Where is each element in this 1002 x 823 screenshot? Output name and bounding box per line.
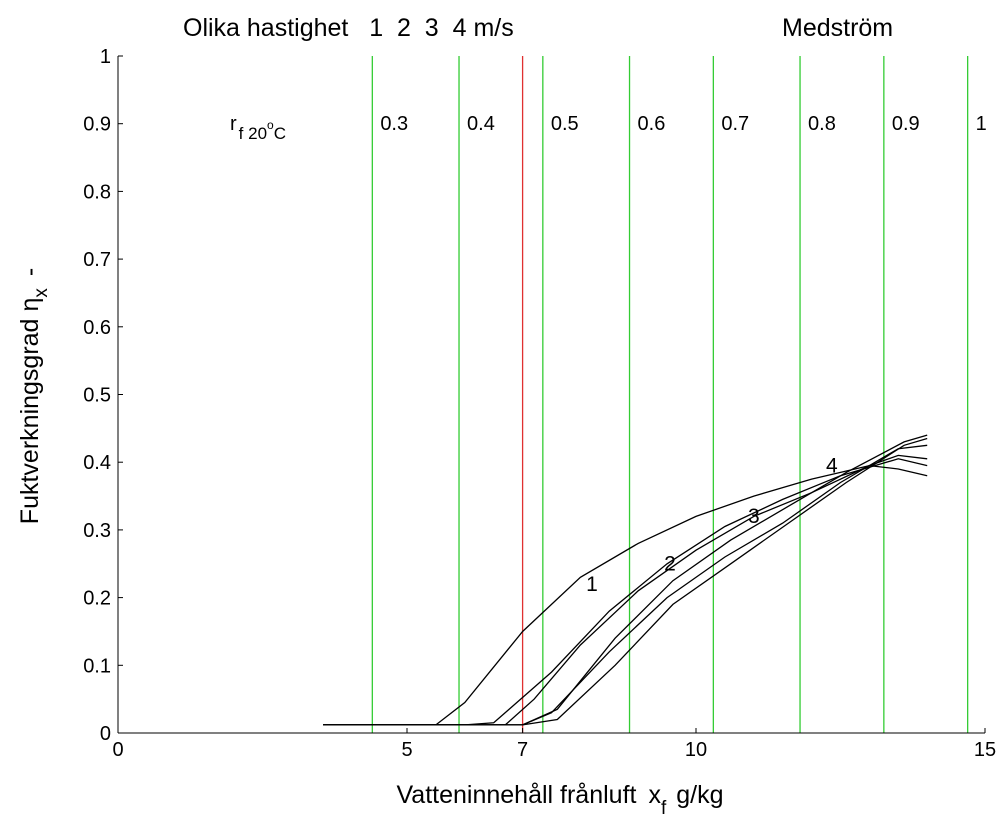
y-tick-label: 0.3 <box>83 520 111 542</box>
plot-area: 0.3 0.4 0.5 0.6 0.7 0.8 0.9 100.10.20.30.40.50.… <box>83 46 996 761</box>
series-line <box>323 434 928 726</box>
chart-title-left: Olika hastighet 1 2 3 4 m/s <box>183 14 514 42</box>
y-tick-label: 0.7 <box>83 249 111 271</box>
x-axis-label-text: Vatteninnehåll frånluft <box>396 781 636 809</box>
x-axis-symbol: x <box>648 781 661 809</box>
y-axis-unit: - <box>16 268 44 276</box>
y-axis-symbol: η <box>16 298 44 312</box>
rf-line-label: 1 <box>976 113 987 135</box>
rf-line-label: 0.8 <box>808 113 836 135</box>
y-tick-label: 1 <box>100 46 111 68</box>
rf-sup: o <box>267 118 274 132</box>
series-label: 3 <box>748 505 760 528</box>
rf-line-label: 0.4 <box>467 113 495 135</box>
y-axis-subscript: x <box>31 288 52 298</box>
chart-title-right: Medström <box>782 14 893 42</box>
x-tick-label: 0 <box>112 739 123 761</box>
series-line <box>323 444 928 726</box>
x-tick-label: 7 <box>517 739 528 761</box>
y-tick-label: 0.9 <box>83 114 111 136</box>
x-tick-label: 10 <box>685 739 707 761</box>
rf-line-label: 0.7 <box>721 113 749 135</box>
y-tick-label: 0 <box>100 723 111 745</box>
y-tick-label: 0.6 <box>83 317 111 339</box>
y-tick-label: 0.5 <box>83 385 111 407</box>
y-tick-label: 0.1 <box>83 655 111 677</box>
y-axis-label: Fuktverkningsgrad ηx - <box>16 268 52 524</box>
x-tick-label: 15 <box>974 739 996 761</box>
y-tick-label: 0.8 <box>83 181 111 203</box>
series-label: 1 <box>586 573 598 596</box>
y-axis-label-text: Fuktverkningsgrad <box>16 319 44 525</box>
rf-line-label: 0.6 <box>638 113 666 135</box>
rf-r: r <box>230 113 237 135</box>
x-axis-unit: g/kg <box>676 781 723 809</box>
x-axis-label: Vatteninnehåll frånluft xf g/kg <box>396 781 723 819</box>
series-line <box>323 464 928 726</box>
series-label: 2 <box>664 553 676 576</box>
x-tick-label: 5 <box>401 739 412 761</box>
series-line <box>323 458 928 726</box>
y-tick-label: 0.2 <box>83 588 111 610</box>
rf-line-label: 0.5 <box>551 113 579 135</box>
rf-sub: f 20 <box>239 124 267 143</box>
rf-unit: C <box>274 124 286 143</box>
series-line <box>323 454 928 726</box>
rf-line-label: 0.9 <box>892 113 920 135</box>
x-axis-subscript: f <box>661 798 667 819</box>
rf-line-label: 0.3 <box>380 113 408 135</box>
series-label: 4 <box>826 454 838 477</box>
y-tick-label: 0.4 <box>83 452 111 474</box>
